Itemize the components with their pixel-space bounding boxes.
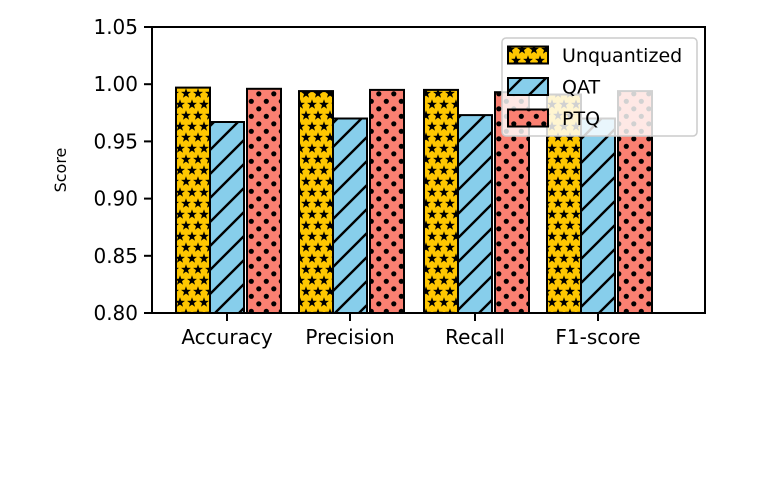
y-tick-label: 0.85 <box>93 244 138 268</box>
bar-recall-qat <box>457 114 493 314</box>
bars-layer <box>175 86 653 315</box>
y-tick-label: 0.80 <box>93 301 138 325</box>
x-tick-label: Precision <box>305 325 394 349</box>
bar-recall-unquantized <box>423 88 459 315</box>
y-axis: 0.80 0.85 0.90 0.95 1.00 1.05 <box>93 15 152 325</box>
legend-swatch-ptq <box>507 108 549 128</box>
series-unquantized <box>175 86 582 315</box>
x-tick-label: Accuracy <box>181 325 272 349</box>
legend: Unquantized QAT PTQ <box>501 37 698 137</box>
bar-accuracy-qat <box>209 121 245 314</box>
legend-label-qat: QAT <box>562 77 600 99</box>
bar-precision-ptq <box>369 88 405 315</box>
legend-swatch-unquantized <box>507 45 549 65</box>
bar-accuracy-unquantized <box>175 86 211 314</box>
legend-swatch-qat <box>507 77 549 96</box>
x-tick-label: Recall <box>445 325 505 349</box>
y-tick-label: 0.95 <box>93 129 138 153</box>
y-tick-label: 1.00 <box>93 72 138 96</box>
y-tick-label: 1.05 <box>93 15 138 39</box>
bar-accuracy-ptq <box>246 87 282 314</box>
y-axis-label: Score <box>51 148 70 193</box>
x-axis: Accuracy Precision Recall F1-score <box>181 313 641 349</box>
bar-precision-qat <box>332 117 368 314</box>
legend-label-unquantized: Unquantized <box>562 45 682 67</box>
plot-border <box>151 26 706 314</box>
series-qat <box>209 114 616 314</box>
x-tick-label: F1-score <box>555 325 640 349</box>
legend-box <box>501 37 698 137</box>
bar-f1-score-qat <box>580 117 616 314</box>
y-tick-label: 0.90 <box>93 187 138 211</box>
legend-label-ptq: PTQ <box>562 108 600 130</box>
bar-precision-unquantized <box>298 90 334 314</box>
